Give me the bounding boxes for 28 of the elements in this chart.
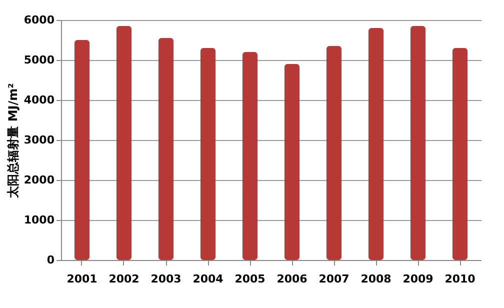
bar xyxy=(284,64,300,260)
x-tick-label: 2008 xyxy=(360,272,392,286)
x-tick-label: 2005 xyxy=(234,272,266,286)
x-tick-label: 2009 xyxy=(402,272,434,286)
x-tick-label: 2006 xyxy=(276,272,308,286)
y-tick-label: 4000 xyxy=(24,94,55,106)
y-tick-label: 6000 xyxy=(24,14,55,26)
bar xyxy=(326,46,342,260)
y-tick-label: 5000 xyxy=(24,54,55,66)
y-tick-label: 1000 xyxy=(24,214,55,226)
x-tick-label: 2010 xyxy=(444,272,476,286)
x-tick-label: 2002 xyxy=(108,272,140,286)
bar xyxy=(368,28,384,260)
y-tick-label: 0 xyxy=(46,254,55,266)
x-tick-label: 2003 xyxy=(150,272,182,286)
bar xyxy=(158,38,174,260)
bar xyxy=(74,40,90,260)
bar xyxy=(200,48,216,260)
x-tick-label: 2007 xyxy=(318,272,350,286)
y-tick-label: 3000 xyxy=(24,134,55,146)
x-tick-label: 2001 xyxy=(66,272,98,286)
y-tick-label: 2000 xyxy=(24,174,55,186)
x-tick-label: 2004 xyxy=(192,272,224,286)
bar xyxy=(452,48,468,260)
bar xyxy=(410,26,426,260)
bar xyxy=(242,52,258,260)
y-axis-title: 太阳总辐射量 MJ/m² xyxy=(6,83,20,199)
bar xyxy=(116,26,132,260)
